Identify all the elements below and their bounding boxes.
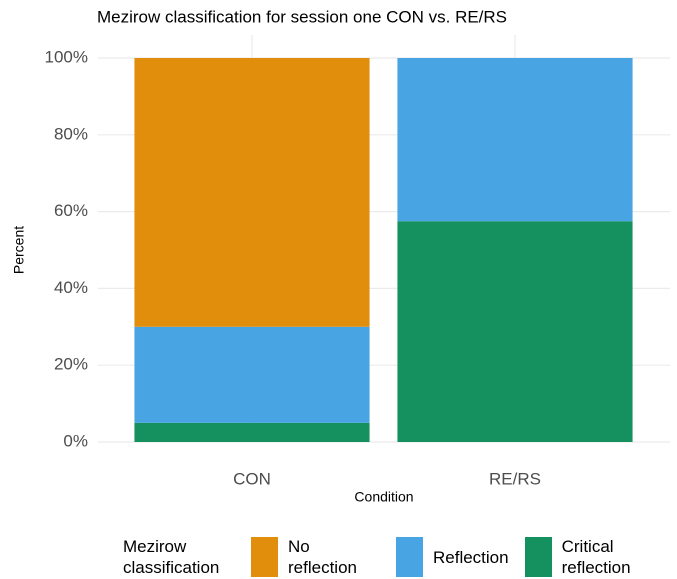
legend-item: Critical reflection	[524, 536, 664, 578]
y-axis-label: Percent	[11, 226, 27, 274]
y-tick-label: 20%	[54, 355, 88, 374]
y-tick-label: 80%	[54, 124, 88, 143]
chart: Mezirow classification for session one C…	[11, 7, 670, 505]
legend-swatch	[396, 537, 423, 577]
bar-segment	[397, 221, 633, 442]
bar-segment	[134, 326, 370, 423]
legend-label: Critical reflection	[561, 537, 631, 577]
legend-title: Mezirow classification	[123, 537, 220, 577]
x-axis-label: Condition	[354, 489, 413, 505]
legend-label: No reflection	[288, 537, 357, 577]
chart-title: Mezirow classification for session one C…	[97, 7, 507, 26]
legend-item: No reflection	[251, 536, 390, 578]
y-tick-label: 100%	[45, 47, 88, 66]
y-tick-label: 0%	[63, 431, 88, 450]
legend-item: Reflection	[396, 537, 519, 577]
y-tick-label: 60%	[54, 201, 88, 220]
x-tick-label: RE/RS	[489, 469, 541, 488]
x-tick-label: CON	[233, 469, 271, 488]
legend-swatch	[524, 537, 552, 577]
bar-segment	[134, 58, 370, 327]
legend: Mezirow classification No reflection Refl…	[123, 535, 664, 579]
legend-label: Reflection	[433, 547, 509, 567]
bar-segment	[397, 58, 633, 222]
legend-swatch	[251, 537, 278, 577]
y-tick-label: 40%	[54, 278, 88, 297]
bar-segment	[134, 422, 370, 442]
